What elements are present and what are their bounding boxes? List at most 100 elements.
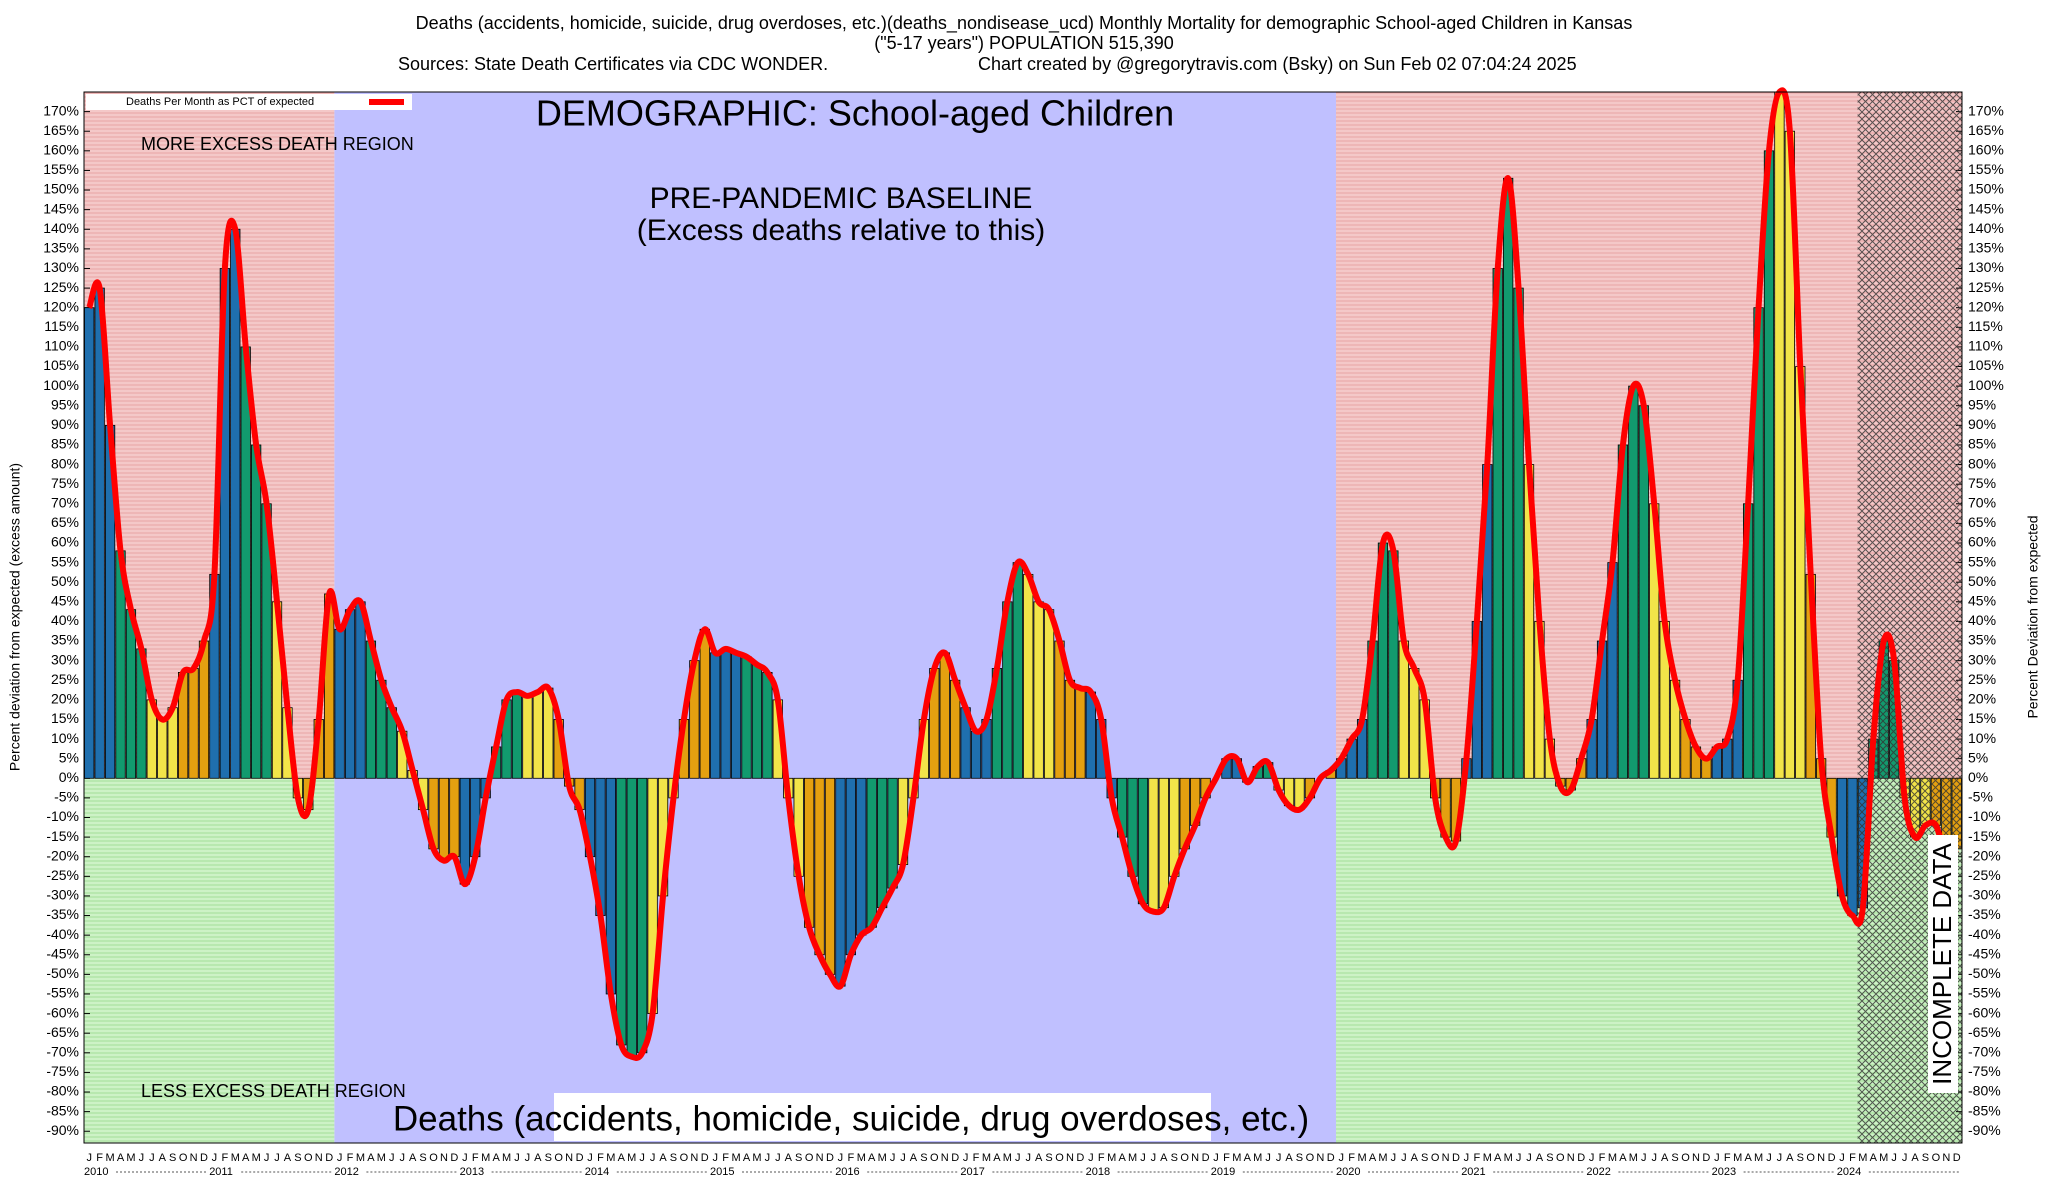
x-tick-label: M xyxy=(752,1152,761,1164)
x-tick-label: D xyxy=(576,1152,584,1164)
x-tick-label: N xyxy=(1191,1152,1199,1164)
baseline-region xyxy=(334,92,1336,1143)
y2-tick-label: 155% xyxy=(1968,161,2004,177)
y2-tick-label: 5% xyxy=(1968,749,1988,765)
y-tick-label: 125% xyxy=(43,279,79,295)
x-tick-label: F xyxy=(1724,1152,1731,1164)
y2-tick-label: 75% xyxy=(1968,475,1996,491)
bar xyxy=(762,672,773,779)
year-label: 2010 xyxy=(84,1166,108,1178)
bar xyxy=(1774,91,1785,779)
x-tick-label: A xyxy=(1870,1152,1878,1164)
y2-tick-label: 150% xyxy=(1968,181,2004,197)
bar xyxy=(240,346,251,779)
y-axis-label: Percent deviation from expected (excess … xyxy=(7,463,23,771)
x-tick-label: F xyxy=(96,1152,103,1164)
year-label: 2013 xyxy=(460,1166,484,1178)
y2-tick-label: 120% xyxy=(1968,298,2004,314)
x-tick-label: N xyxy=(1567,1152,1575,1164)
x-tick-label: J xyxy=(274,1152,280,1164)
x-tick-label: N xyxy=(1692,1152,1700,1164)
y-tick-label: -80% xyxy=(46,1083,79,1099)
legend-box xyxy=(86,94,412,110)
y2-tick-label: 110% xyxy=(1968,338,2003,354)
x-tick-label: J xyxy=(1891,1152,1897,1164)
x-tick-label: A xyxy=(1244,1152,1252,1164)
y2-tick-label: 115% xyxy=(1968,318,2003,334)
bar xyxy=(845,777,856,956)
x-tick-label: A xyxy=(117,1152,125,1164)
y-tick-label: 35% xyxy=(51,632,79,648)
y2-tick-label: 50% xyxy=(1968,573,1996,589)
y2-tick-label: 0% xyxy=(1968,769,1988,785)
y2-tick-label: 40% xyxy=(1968,612,1996,628)
bar xyxy=(198,640,210,779)
x-tick-label: D xyxy=(1953,1152,1961,1164)
x-tick-label: A xyxy=(868,1152,876,1164)
y-tick-label: 30% xyxy=(51,651,79,667)
x-tick-label: N xyxy=(565,1152,573,1164)
x-tick-label: M xyxy=(857,1152,866,1164)
x-tick-label: A xyxy=(492,1152,500,1164)
x-tick-label: M xyxy=(377,1152,386,1164)
y-tick-label: -75% xyxy=(46,1063,79,1079)
y2-tick-label: -10% xyxy=(1968,808,2001,824)
x-tick-label: J xyxy=(462,1152,468,1164)
x-tick-label: D xyxy=(1577,1152,1585,1164)
x-tick-label: M xyxy=(252,1152,261,1164)
x-tick-label: N xyxy=(1316,1152,1324,1164)
x-tick-label: D xyxy=(1202,1152,1210,1164)
y-tick-label: 95% xyxy=(51,396,79,412)
x-tick-label: J xyxy=(1464,1152,1470,1164)
y2-tick-label: 10% xyxy=(1968,730,1996,746)
year-label: 2020 xyxy=(1336,1166,1360,1178)
x-tick-label: M xyxy=(502,1152,511,1164)
y2-tick-label: 90% xyxy=(1968,416,1996,432)
chart-title: Deaths (accidents, homicide, suicide, dr… xyxy=(416,13,1633,34)
x-tick-label: S xyxy=(294,1152,301,1164)
y-tick-label: -60% xyxy=(46,1004,79,1020)
x-tick-label: A xyxy=(1160,1152,1168,1164)
bar xyxy=(887,777,898,889)
y2-tick-label: -60% xyxy=(1968,1004,2001,1020)
y2-tick-label: 35% xyxy=(1968,632,1996,648)
annotation: LESS EXCESS DEATH REGION xyxy=(141,1081,406,1101)
year-label: 2024 xyxy=(1837,1166,1861,1178)
x-tick-label: J xyxy=(1714,1152,1720,1164)
x-tick-label: J xyxy=(1015,1152,1021,1164)
x-tick-label: M xyxy=(1504,1152,1513,1164)
x-tick-label: F xyxy=(1098,1152,1105,1164)
x-tick-label: F xyxy=(1348,1152,1355,1164)
year-label: 2022 xyxy=(1586,1166,1610,1178)
x-tick-label: J xyxy=(1839,1152,1845,1164)
x-tick-label: M xyxy=(1879,1152,1888,1164)
y-tick-label: -70% xyxy=(46,1044,79,1060)
y2-tick-label: 45% xyxy=(1968,593,1996,609)
x-tick-label: S xyxy=(545,1152,552,1164)
y-tick-label: -25% xyxy=(46,867,79,883)
x-tick-label: M xyxy=(481,1152,490,1164)
x-tick-label: J xyxy=(639,1152,645,1164)
annotation: DEMOGRAPHIC: School-aged Children xyxy=(536,93,1174,134)
x-tick-label: M xyxy=(1483,1152,1492,1164)
bar xyxy=(1847,777,1858,916)
bar xyxy=(699,628,710,779)
x-tick-label: D xyxy=(951,1152,959,1164)
x-tick-label: J xyxy=(514,1152,520,1164)
x-tick-label: A xyxy=(1285,1152,1293,1164)
x-tick-label: A xyxy=(1536,1152,1544,1164)
y2-tick-label: -70% xyxy=(1968,1044,2001,1060)
bar xyxy=(741,656,752,779)
x-tick-label: A xyxy=(242,1152,250,1164)
bar xyxy=(334,628,345,779)
bar xyxy=(157,719,168,779)
x-tick-label: A xyxy=(659,1152,667,1164)
y-tick-label: 140% xyxy=(43,220,79,236)
y-tick-label: 85% xyxy=(51,436,79,452)
y2-tick-label: -30% xyxy=(1968,887,2001,903)
x-tick-label: J xyxy=(890,1152,896,1164)
bar xyxy=(751,664,763,779)
bar xyxy=(970,730,982,779)
bar xyxy=(125,609,137,779)
y2-tick-label: 65% xyxy=(1968,514,1996,530)
